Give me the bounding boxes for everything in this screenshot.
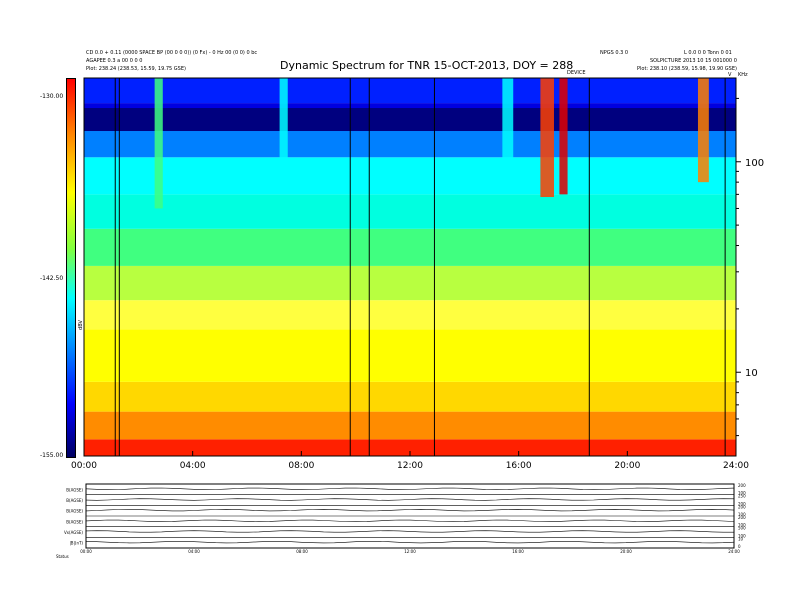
y-tick-label-0: 100: [745, 158, 764, 169]
panel-tick-3-0: 200: [738, 515, 746, 520]
spectrum-band-1: [84, 411, 736, 440]
panel-trace-4: [85, 530, 734, 533]
panel-trace-1: [85, 498, 735, 501]
radio-burst-4: [279, 78, 288, 183]
radio-burst-2: [697, 78, 709, 183]
panel-tick-5-0: 10: [738, 536, 744, 541]
panel-trace-2: [85, 508, 735, 512]
panel-label-5: |B|(nT): [69, 541, 83, 546]
spectrum-band-3: [84, 329, 736, 382]
panel-tick-0-0: 200: [738, 483, 746, 488]
panel-tick-4-0: 500: [738, 526, 746, 531]
panel-label-2: B(AGSE): [66, 509, 83, 514]
header-meta-left-1: CD 0.0 + 0.11 (0000 SPACE BP (00 0 0 0))…: [86, 50, 258, 56]
x-tick-label-5: 20:00: [614, 461, 640, 471]
panel-x-tick-5: 20:00: [620, 549, 632, 554]
panel-tick-2-1: 100: [738, 512, 746, 517]
panel-tick-1-1: 200: [738, 501, 746, 506]
spectrum-band-7: [84, 194, 736, 229]
panel-label-1: B(AGSE): [66, 498, 83, 503]
panel-x-tick-1: 04:00: [188, 549, 200, 554]
panel-label-3: B(AGSE): [66, 519, 83, 524]
x-tick-label-1: 04:00: [180, 461, 206, 471]
x-tick-label-0: 00:00: [71, 461, 97, 471]
spectrum-band-6: [84, 228, 736, 266]
chart-title: Dynamic Spectrum for TNR 15-OCT-2013, DO…: [280, 59, 574, 72]
panel-x-tick-3: 12:00: [404, 549, 416, 554]
spectrum-band-8: [84, 157, 736, 195]
header-meta-right-2: L 0.0 0 0 Tonn 0 01: [684, 50, 732, 56]
spectrum-band-5: [84, 265, 736, 301]
panel-trace-3: [85, 519, 735, 522]
corner-unit-label: KHz: [738, 72, 748, 78]
spectrum-band-4: [84, 300, 736, 330]
header-meta-left-3: Plot: 238.24 (238.53, 15.59, 19.75 GSE): [86, 66, 186, 72]
spectrum-band-9: [84, 131, 736, 158]
colorbar-tick-top: -130.00: [40, 93, 64, 100]
panel-tick-1-0: 250: [738, 494, 746, 499]
radio-burst-1: [559, 78, 568, 195]
panel-label-4: Vx(AGSE): [64, 530, 83, 535]
radio-burst-3: [154, 78, 163, 209]
panel-tick-3-1: 100: [738, 523, 746, 528]
panel-x-tick-4: 16:00: [512, 549, 524, 554]
panel-trace-0: [85, 487, 735, 490]
corner-label: V: [728, 72, 732, 78]
header-meta-right-4: Plot: 238.10 (238.59, 15.98, 19.90 GSE): [637, 66, 737, 72]
spectrum-band-0: [84, 439, 736, 456]
marker-label: DEVICE: [567, 70, 586, 76]
header-meta-right-1: NPGS 0.3 0: [600, 50, 629, 56]
x-tick-label-6: 24:00: [723, 461, 749, 471]
colorbar-tick-mid: -142.50: [40, 275, 64, 282]
panel-x-tick-0: 00:00: [80, 549, 92, 554]
radio-burst-0: [540, 78, 554, 198]
colorbar-tick-bottom: -155.00: [40, 452, 64, 459]
panel-status-label: Status: [56, 554, 69, 559]
spectrum-dark-strip: [84, 108, 736, 132]
panel-tick-5-1: 0: [738, 544, 741, 549]
panel-x-tick-2: 08:00: [296, 549, 308, 554]
panel-label-0: B(AGSE): [66, 487, 83, 492]
x-tick-label-4: 16:00: [506, 461, 532, 471]
x-tick-label-3: 12:00: [397, 461, 423, 471]
panel-tick-2-0: 200: [738, 504, 746, 509]
panel-tick-0-1: 100: [738, 491, 746, 496]
header-meta-right-3: SOLPICTURE 2013 10 15 001000 0: [650, 58, 737, 64]
panel-trace-5: [85, 541, 735, 544]
panel-tick-4-1: 100: [738, 533, 746, 538]
spectrum-band-11: [84, 78, 736, 104]
colorbar: [66, 78, 76, 458]
radio-burst-5: [502, 78, 514, 189]
panel-x-tick-6: 24:00: [728, 549, 740, 554]
y-tick-label-1: 10: [745, 368, 758, 379]
spectrum-band-2: [84, 381, 736, 412]
x-tick-label-2: 08:00: [288, 461, 314, 471]
header-meta-left-2: AGAPEE 0.3 a 00 0 0 0: [86, 58, 143, 64]
